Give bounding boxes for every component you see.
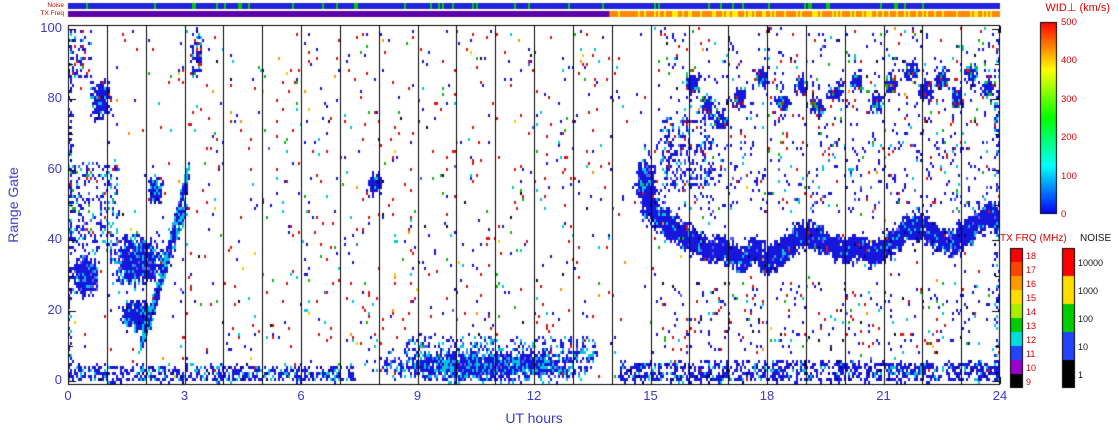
txfrq-colorbar-title: TX FRQ (MHz) <box>1000 233 1067 244</box>
wid-colorbar-title: WID⊥ (km/s) <box>1045 2 1110 14</box>
noise-colorbar-title: NOISE <box>1080 233 1112 244</box>
x-axis-label: UT hours <box>505 410 563 426</box>
noise-strip-label: Noise <box>47 2 64 9</box>
y-axis-label: Range Gate <box>5 167 21 243</box>
txfreq-strip-label: TX Freq <box>40 10 64 17</box>
